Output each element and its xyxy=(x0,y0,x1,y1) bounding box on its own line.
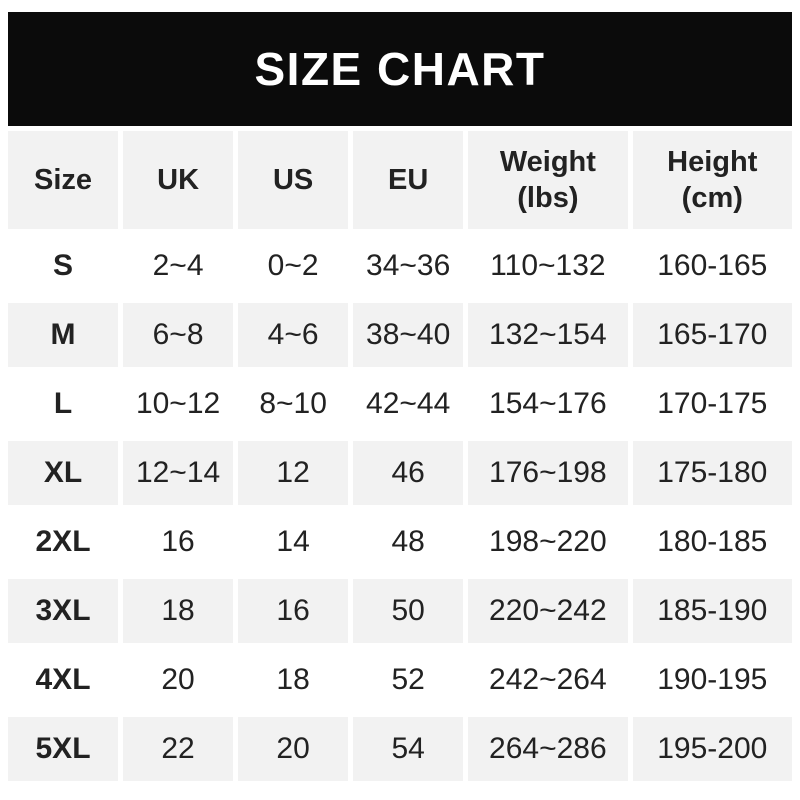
table-cell: 50 xyxy=(353,579,464,643)
table-cell: 110~132 xyxy=(468,234,628,298)
table-cell: 154~176 xyxy=(468,372,628,436)
table-cell: 195-200 xyxy=(632,717,792,781)
table-row-2xl: 2XL 16 14 48 198~220 180-185 xyxy=(8,510,792,574)
table-cell: 220~242 xyxy=(468,579,628,643)
table-cell: 165-170 xyxy=(632,303,792,367)
table-body: S 2~4 0~2 34~36 110~132 160-165 M 6~8 4~… xyxy=(8,234,792,781)
table-row-l: L 10~12 8~10 42~44 154~176 170-175 xyxy=(8,372,792,436)
table-cell: 264~286 xyxy=(468,717,628,781)
column-header-us: US xyxy=(238,131,349,229)
table-cell: 2~4 xyxy=(123,234,234,298)
table-cell: 4~6 xyxy=(238,303,349,367)
table-cell: 160-165 xyxy=(632,234,792,298)
table-row-4xl: 4XL 20 18 52 242~264 190-195 xyxy=(8,648,792,712)
header-row: Size UK US EU Weight (lbs) Height (cm) xyxy=(8,131,792,229)
table-cell: 34~36 xyxy=(353,234,464,298)
column-header-size: Size xyxy=(8,131,119,229)
table-cell: 20 xyxy=(238,717,349,781)
table-cell: 16 xyxy=(123,510,234,574)
size-label: L xyxy=(8,372,119,436)
column-header-weight: Weight (lbs) xyxy=(468,131,628,229)
size-label: M xyxy=(8,303,119,367)
table-cell: 175-180 xyxy=(632,441,792,505)
table-cell: 198~220 xyxy=(468,510,628,574)
table-cell: 18 xyxy=(238,648,349,712)
table-cell: 12~14 xyxy=(123,441,234,505)
column-header-height: Height (cm) xyxy=(632,131,792,229)
size-label: 2XL xyxy=(8,510,119,574)
table-cell: 18 xyxy=(123,579,234,643)
table-cell: 52 xyxy=(353,648,464,712)
table-cell: 0~2 xyxy=(238,234,349,298)
table-cell: 242~264 xyxy=(468,648,628,712)
table-cell: 176~198 xyxy=(468,441,628,505)
table-cell: 190-195 xyxy=(632,648,792,712)
table-cell: 16 xyxy=(238,579,349,643)
table-row-3xl: 3XL 18 16 50 220~242 185-190 xyxy=(8,579,792,643)
table-cell: 10~12 xyxy=(123,372,234,436)
size-label: S xyxy=(8,234,119,298)
table-row-m: M 6~8 4~6 38~40 132~154 165-170 xyxy=(8,303,792,367)
size-label: 5XL xyxy=(8,717,119,781)
table-cell: 6~8 xyxy=(123,303,234,367)
table-cell: 54 xyxy=(353,717,464,781)
table-cell: 185-190 xyxy=(632,579,792,643)
table-cell: 180-185 xyxy=(632,510,792,574)
table-cell: 22 xyxy=(123,717,234,781)
table-row-xl: XL 12~14 12 46 176~198 175-180 xyxy=(8,441,792,505)
table-cell: 46 xyxy=(353,441,464,505)
table-row-5xl: 5XL 22 20 54 264~286 195-200 xyxy=(8,717,792,781)
size-chart-banner: SIZE CHART xyxy=(8,12,792,126)
table-cell: 20 xyxy=(123,648,234,712)
page-title: SIZE CHART xyxy=(254,43,546,95)
table-cell: 132~154 xyxy=(468,303,628,367)
size-table: Size UK US EU Weight (lbs) Height (cm) S… xyxy=(3,126,797,786)
size-label: 4XL xyxy=(8,648,119,712)
table-cell: 170-175 xyxy=(632,372,792,436)
size-label: XL xyxy=(8,441,119,505)
table-cell: 14 xyxy=(238,510,349,574)
table-cell: 12 xyxy=(238,441,349,505)
table-cell: 8~10 xyxy=(238,372,349,436)
column-header-eu: EU xyxy=(353,131,464,229)
size-label: 3XL xyxy=(8,579,119,643)
table-cell: 38~40 xyxy=(353,303,464,367)
table-header: Size UK US EU Weight (lbs) Height (cm) xyxy=(8,131,792,229)
table-row-s: S 2~4 0~2 34~36 110~132 160-165 xyxy=(8,234,792,298)
table-cell: 48 xyxy=(353,510,464,574)
table-cell: 42~44 xyxy=(353,372,464,436)
column-header-uk: UK xyxy=(123,131,234,229)
